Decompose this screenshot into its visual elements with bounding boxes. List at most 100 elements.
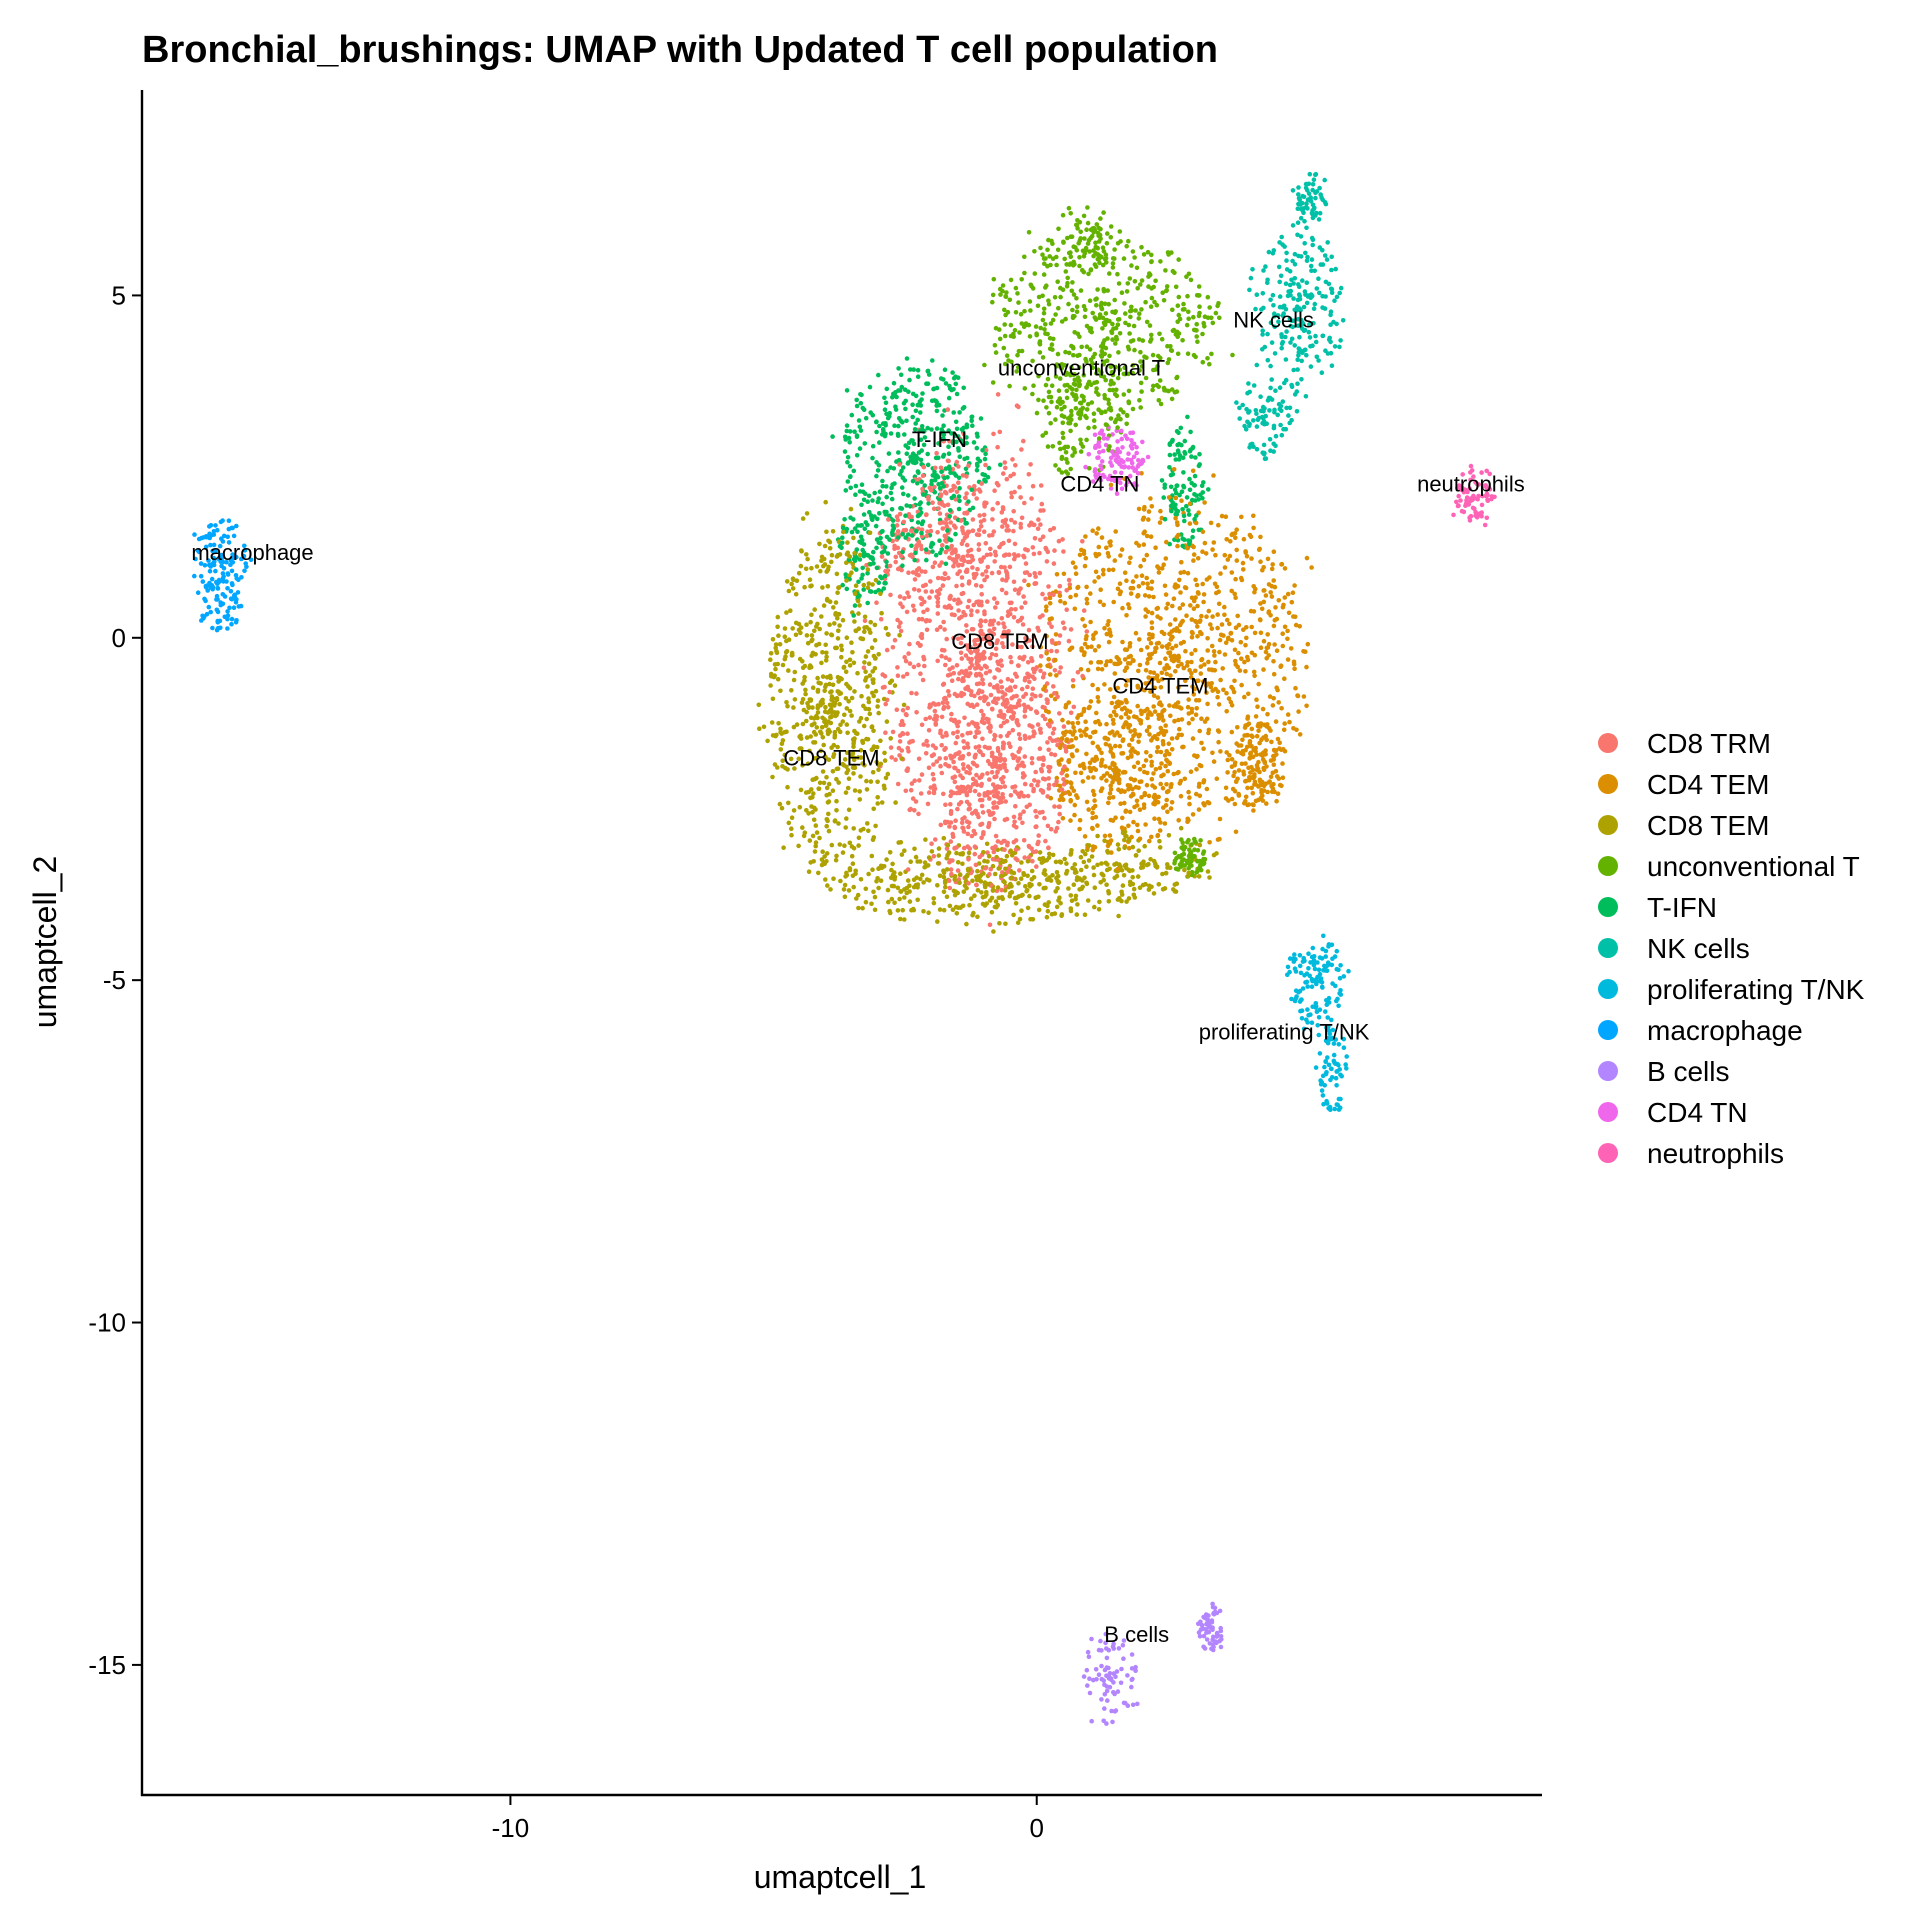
data-point — [1156, 882, 1162, 887]
data-point — [1138, 647, 1144, 653]
data-point — [1125, 281, 1131, 286]
data-point — [904, 768, 909, 773]
data-point — [1193, 455, 1198, 460]
data-point — [897, 511, 903, 517]
data-point — [1123, 862, 1129, 868]
data-point — [1003, 517, 1009, 523]
data-point — [1269, 594, 1275, 599]
data-point — [947, 859, 952, 865]
data-point — [824, 654, 829, 660]
data-point — [1151, 801, 1156, 806]
data-point — [1062, 383, 1068, 388]
data-point — [923, 569, 928, 575]
data-point — [925, 743, 930, 748]
data-point — [1130, 874, 1135, 880]
data-point — [1139, 471, 1144, 476]
data-point — [971, 491, 977, 497]
data-point — [784, 610, 789, 615]
data-point — [1045, 700, 1050, 706]
data-point — [1132, 804, 1137, 810]
data-point — [1097, 599, 1103, 605]
data-point — [1073, 770, 1078, 776]
data-point — [1164, 606, 1169, 611]
data-point — [1211, 473, 1216, 478]
data-point — [1023, 561, 1029, 566]
data-point — [1094, 710, 1099, 716]
data-point — [859, 693, 864, 699]
data-point — [1081, 398, 1087, 403]
data-point — [1268, 363, 1273, 369]
data-point — [931, 386, 937, 392]
data-point — [1006, 552, 1012, 557]
data-point — [824, 823, 829, 829]
data-point — [1162, 753, 1168, 758]
data-point — [1124, 243, 1129, 249]
data-point — [820, 849, 825, 854]
data-point — [1056, 640, 1062, 646]
data-point — [797, 656, 803, 662]
data-point — [969, 553, 974, 559]
data-point — [989, 652, 995, 657]
data-point — [821, 603, 827, 608]
data-point — [851, 755, 857, 761]
data-point — [1008, 473, 1013, 479]
data-point — [1179, 732, 1184, 738]
data-point — [1104, 771, 1110, 776]
data-point — [1190, 872, 1195, 878]
data-point — [1229, 638, 1235, 643]
data-point — [1108, 382, 1113, 387]
data-point — [1113, 341, 1118, 346]
data-point — [814, 564, 820, 569]
data-point — [780, 758, 785, 763]
data-point — [817, 780, 823, 786]
data-point — [1071, 345, 1076, 351]
data-point — [1277, 279, 1282, 285]
data-point — [1054, 362, 1060, 367]
data-point — [915, 897, 920, 903]
data-point — [893, 757, 898, 762]
data-point — [1119, 436, 1124, 442]
data-point — [1119, 700, 1124, 706]
data-point — [1103, 1631, 1109, 1637]
data-point — [1327, 335, 1332, 341]
data-point — [1128, 430, 1133, 436]
data-point — [756, 702, 762, 708]
data-point — [949, 871, 954, 877]
data-point — [1030, 522, 1036, 527]
data-point — [1107, 795, 1112, 801]
data-point — [1073, 893, 1079, 899]
data-point — [934, 627, 940, 632]
data-point — [1200, 331, 1205, 337]
data-point — [1104, 358, 1110, 364]
data-point — [1196, 591, 1201, 596]
data-point — [1090, 310, 1095, 316]
data-point — [1275, 791, 1281, 796]
data-point — [768, 657, 773, 662]
data-point — [1051, 726, 1057, 732]
data-point — [1163, 729, 1169, 734]
data-point — [908, 552, 914, 558]
data-point — [1010, 727, 1016, 733]
data-point — [1113, 769, 1119, 774]
data-point — [1205, 356, 1210, 361]
data-point — [1138, 461, 1144, 467]
data-point — [959, 591, 965, 597]
data-point — [960, 733, 965, 738]
data-point — [809, 565, 814, 571]
data-point — [1189, 617, 1195, 622]
data-point — [1122, 570, 1128, 575]
data-point — [1005, 523, 1010, 529]
data-point — [1210, 320, 1216, 326]
data-point — [910, 603, 916, 609]
data-point — [809, 722, 815, 728]
data-point — [1089, 644, 1094, 649]
data-point — [1081, 213, 1087, 219]
data-point — [1168, 713, 1173, 719]
data-point — [1150, 352, 1156, 358]
data-point — [1003, 590, 1009, 596]
data-point — [847, 867, 853, 873]
data-point — [926, 790, 932, 795]
data-point — [1091, 872, 1097, 878]
data-point — [1059, 470, 1065, 475]
data-point — [1101, 432, 1106, 438]
